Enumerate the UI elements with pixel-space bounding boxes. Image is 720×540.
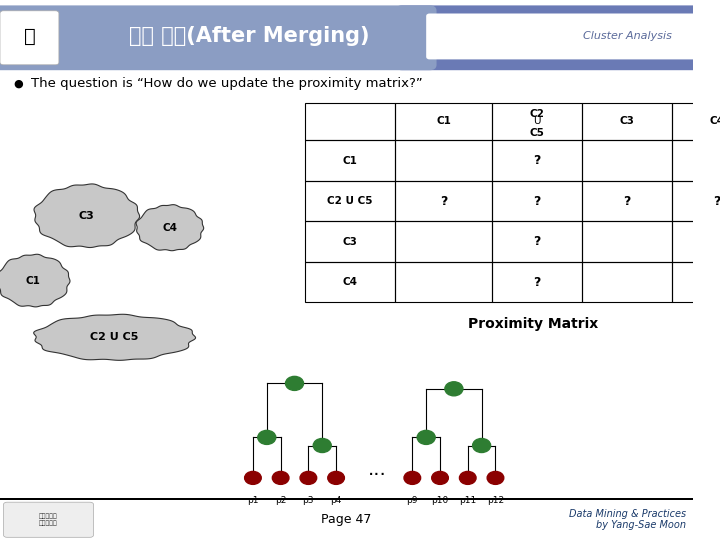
Circle shape xyxy=(328,471,344,484)
Bar xyxy=(305,140,395,181)
Text: ?: ? xyxy=(534,275,541,289)
Text: ?: ? xyxy=(534,154,541,167)
Text: 통합 이후(After Merging): 통합 이후(After Merging) xyxy=(129,26,369,46)
Text: C2: C2 xyxy=(530,110,544,119)
Circle shape xyxy=(417,430,435,444)
Bar xyxy=(672,140,720,181)
Text: C1: C1 xyxy=(436,117,451,126)
Text: Page 47: Page 47 xyxy=(321,513,372,526)
Bar xyxy=(672,221,720,262)
Text: U: U xyxy=(534,117,541,126)
Text: C2 U C5: C2 U C5 xyxy=(327,196,373,206)
Circle shape xyxy=(286,376,304,390)
Polygon shape xyxy=(34,184,140,247)
Text: C1: C1 xyxy=(343,156,357,166)
Text: ●: ● xyxy=(14,79,24,89)
FancyBboxPatch shape xyxy=(4,502,94,537)
Text: C3: C3 xyxy=(620,117,634,126)
Bar xyxy=(492,103,582,140)
Circle shape xyxy=(487,471,504,484)
Text: C1: C1 xyxy=(26,276,41,286)
Circle shape xyxy=(404,471,420,484)
Text: 👤: 👤 xyxy=(24,27,36,46)
Text: p9: p9 xyxy=(407,496,418,505)
Text: p12: p12 xyxy=(487,496,504,505)
Bar xyxy=(395,103,492,140)
Bar xyxy=(672,181,720,221)
Circle shape xyxy=(459,471,476,484)
Text: ?: ? xyxy=(714,194,720,208)
Text: C3: C3 xyxy=(78,211,94,221)
Text: C4: C4 xyxy=(162,223,177,233)
Bar xyxy=(305,221,395,262)
Bar xyxy=(672,262,720,302)
Bar xyxy=(305,262,395,302)
Text: p4: p4 xyxy=(330,496,342,505)
Circle shape xyxy=(432,471,449,484)
FancyBboxPatch shape xyxy=(0,5,436,70)
Text: p1: p1 xyxy=(247,496,258,505)
Bar xyxy=(395,262,492,302)
Text: p3: p3 xyxy=(302,496,314,505)
Bar xyxy=(582,103,672,140)
Circle shape xyxy=(445,382,463,396)
Circle shape xyxy=(245,471,261,484)
Bar xyxy=(582,181,672,221)
Text: p2: p2 xyxy=(275,496,287,505)
Polygon shape xyxy=(136,205,204,251)
Bar xyxy=(492,140,582,181)
Text: The question is “How do we update the proximity matrix?”: The question is “How do we update the pr… xyxy=(31,77,423,90)
Circle shape xyxy=(272,471,289,484)
Bar xyxy=(492,262,582,302)
Circle shape xyxy=(258,430,276,444)
Text: C5: C5 xyxy=(530,128,544,138)
Text: ?: ? xyxy=(534,194,541,208)
Bar xyxy=(305,181,395,221)
Bar xyxy=(492,221,582,262)
Bar xyxy=(395,140,492,181)
Text: ?: ? xyxy=(440,194,447,208)
Bar xyxy=(492,181,582,221)
Bar xyxy=(305,103,395,140)
FancyBboxPatch shape xyxy=(426,14,696,59)
Text: 강원대학교
연구대학원: 강원대학교 연구대학원 xyxy=(39,514,58,525)
Bar xyxy=(395,221,492,262)
Circle shape xyxy=(313,438,331,453)
Bar xyxy=(0,498,693,500)
Bar xyxy=(582,140,672,181)
Polygon shape xyxy=(34,314,196,360)
FancyBboxPatch shape xyxy=(0,11,59,65)
Text: Proximity Matrix: Proximity Matrix xyxy=(469,317,599,331)
FancyBboxPatch shape xyxy=(395,5,714,70)
Bar xyxy=(582,262,672,302)
Text: p11: p11 xyxy=(459,496,477,505)
Text: ...: ... xyxy=(369,460,387,480)
Polygon shape xyxy=(0,254,70,307)
Text: Cluster Analysis: Cluster Analysis xyxy=(583,31,672,41)
Text: ?: ? xyxy=(624,194,631,208)
Text: ?: ? xyxy=(534,235,541,248)
Circle shape xyxy=(472,438,490,453)
Bar xyxy=(395,181,492,221)
Text: p10: p10 xyxy=(431,496,449,505)
Text: C4: C4 xyxy=(710,117,720,126)
Circle shape xyxy=(300,471,317,484)
Bar xyxy=(672,103,720,140)
Text: Data Mining & Practices
by Yang-Sae Moon: Data Mining & Practices by Yang-Sae Moon xyxy=(569,509,686,530)
Text: C4: C4 xyxy=(343,277,357,287)
Text: C2 U C5: C2 U C5 xyxy=(90,333,138,342)
Text: C3: C3 xyxy=(343,237,357,247)
Bar xyxy=(582,221,672,262)
